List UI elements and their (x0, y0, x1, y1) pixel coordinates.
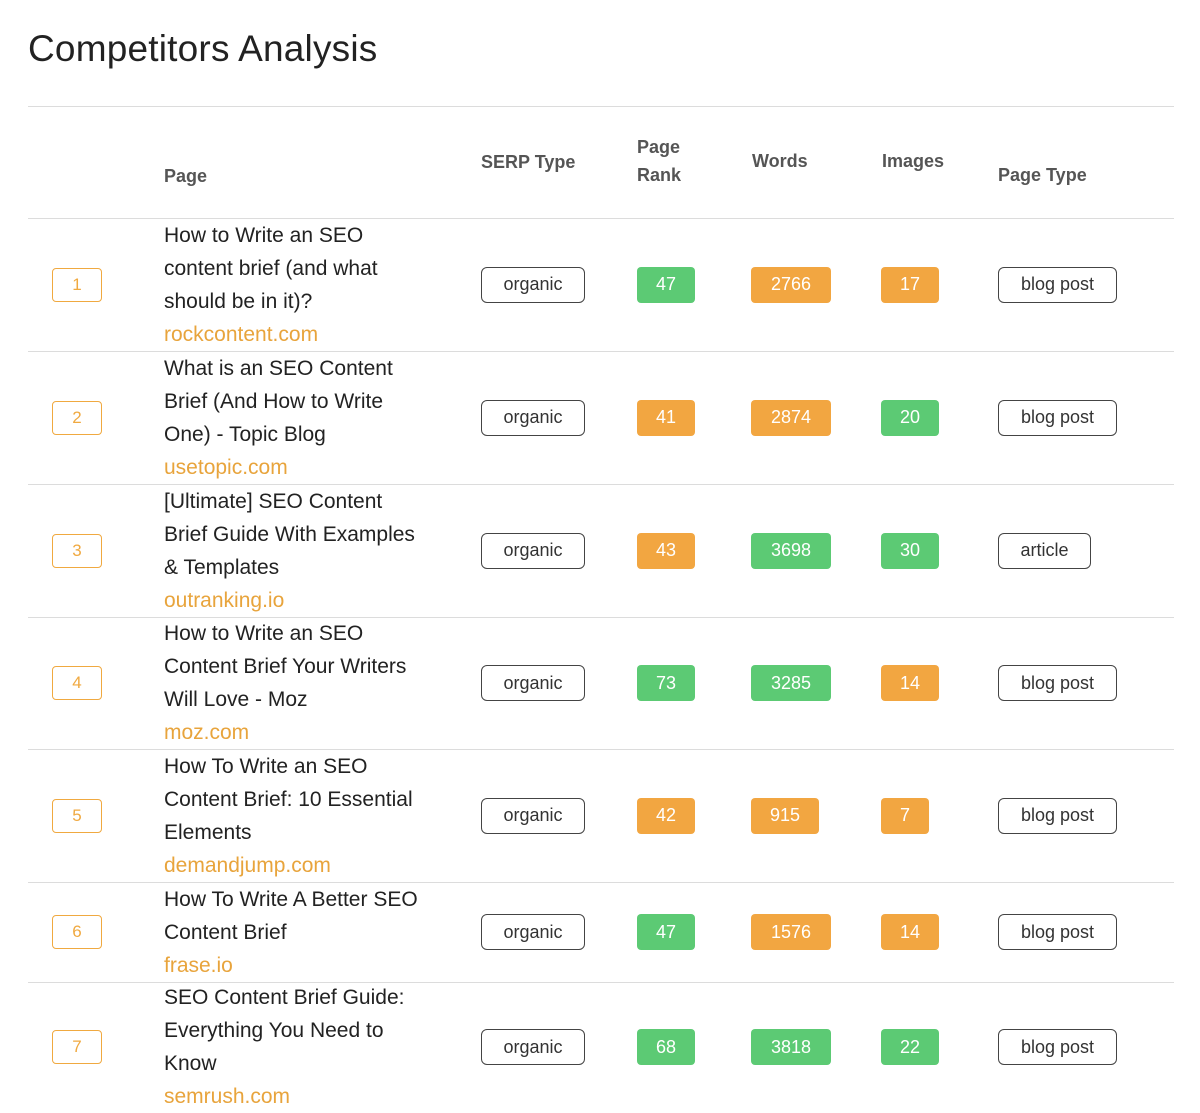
serp-type-badge: organic (481, 532, 585, 569)
table-row: 4 How to Write an SEO Content Brief Your W… (28, 617, 1174, 749)
page-title-line[interactable]: Brief (And How to Write (164, 389, 384, 413)
row-divider (28, 218, 1174, 219)
page-rank-badge: 42 (637, 797, 695, 834)
words-badge: 3818 (751, 1029, 831, 1065)
row-divider (28, 749, 1174, 750)
page-type-badge: blog post (998, 399, 1117, 436)
serp-type-badge: organic (481, 665, 585, 701)
page-title-line[interactable]: should be in it)? (164, 289, 313, 313)
page-rank-badge: 47 (637, 914, 695, 950)
words-badge: 3285 (751, 665, 831, 701)
page-title-line[interactable]: content brief (and what (164, 256, 378, 280)
page-type-badge: blog post (998, 266, 1117, 303)
images-badge: 14 (881, 665, 939, 701)
words-badge: 3698 (751, 532, 831, 569)
page-domain-link[interactable]: rockcontent.com (164, 322, 319, 346)
page-title-block: How to Write an SEO Content Brief Your Wr… (164, 617, 454, 749)
page-domain-link[interactable]: outranking.io (164, 588, 285, 612)
rank-number-badge: 4 (52, 666, 102, 700)
page-domain-link[interactable]: usetopic.com (164, 455, 288, 479)
rank-number-badge: 6 (52, 915, 102, 949)
page-title-line[interactable]: SEO Content Brief Guide: (164, 986, 405, 1009)
rank-number-badge: 2 (52, 400, 102, 435)
page-rank-badge: 68 (637, 1029, 695, 1065)
table-row: 7 SEO Content Brief Guide: Everything You … (28, 982, 1174, 1112)
table-row: 2 What is an SEO Content Brief (And How to… (28, 351, 1174, 484)
rank-number-badge: 3 (52, 533, 102, 568)
page-domain-link[interactable]: demandjump.com (164, 853, 331, 877)
page-domain-link[interactable]: semrush.com (164, 1085, 291, 1108)
page-title-block: How To Write an SEO Content Brief: 10 Ess… (164, 750, 454, 882)
page-title-line[interactable]: Content Brief (164, 920, 287, 944)
rank-number-badge: 5 (52, 798, 102, 833)
page-title-line[interactable]: [Ultimate] SEO Content (164, 489, 383, 513)
page-title-line[interactable]: How to Write an SEO (164, 622, 364, 645)
page-title-line[interactable]: How To Write A Better SEO (164, 887, 418, 911)
page-domain-link[interactable]: frase.io (164, 953, 233, 977)
page-title-block: What is an SEO Content Brief (And How to … (164, 352, 454, 484)
page-title-block: How to Write an SEO content brief (and wh… (164, 219, 454, 351)
page-rank-badge: 43 (637, 532, 695, 569)
page-title-block: How To Write A Better SEO Content Brief fr… (164, 883, 454, 982)
images-badge: 17 (881, 266, 939, 303)
page-title-line[interactable]: Brief Guide With Examples (164, 522, 415, 546)
page-title-block: [Ultimate] SEO Content Brief Guide With E… (164, 485, 454, 617)
header-page-type: Page Type (998, 165, 1087, 185)
images-badge: 14 (881, 914, 939, 950)
images-badge: 30 (881, 532, 939, 569)
rank-number-badge: 1 (52, 267, 102, 302)
page-title-line[interactable]: One) - Topic Blog (164, 422, 326, 446)
header-top-divider (28, 106, 1174, 107)
page-type-badge: article (998, 532, 1091, 569)
header-page-rank-line2: Rank (637, 165, 682, 185)
header-page: Page (164, 166, 208, 186)
serp-type-badge: organic (481, 399, 585, 436)
page-title-line[interactable]: Elements (164, 820, 252, 844)
serp-type-badge: organic (481, 1029, 585, 1065)
words-badge: 2874 (751, 399, 831, 436)
page-rank-badge: 41 (637, 399, 695, 436)
page-rank-badge: 73 (637, 665, 695, 701)
serp-type-badge: organic (481, 914, 585, 950)
images-badge: 22 (881, 1029, 939, 1065)
table-row: 6 How To Write A Better SEO Content Brief f… (28, 882, 1174, 982)
page-title-line[interactable]: How To Write an SEO (164, 754, 368, 778)
table-row: 1 How to Write an SEO content brief (and w… (28, 218, 1174, 351)
serp-type-badge: organic (481, 266, 585, 303)
row-divider (28, 351, 1174, 352)
page-title-line[interactable]: Content Brief: 10 Essential (164, 787, 413, 811)
header-words: Words (752, 151, 808, 171)
row-divider (28, 982, 1174, 983)
page-title: Competitors Analysis (28, 28, 378, 69)
words-badge: 2766 (751, 266, 831, 303)
images-badge: 20 (881, 399, 939, 436)
page-type-badge: blog post (998, 665, 1117, 701)
page-title-line[interactable]: How to Write an SEO (164, 223, 364, 247)
header-images: Images (882, 151, 945, 171)
page-type-badge: blog post (998, 914, 1117, 950)
header-serp-type: SERP Type (481, 152, 576, 172)
page-title-line[interactable]: Know (164, 1052, 217, 1075)
page-title-line[interactable]: Everything You Need to (164, 1019, 384, 1042)
row-divider (28, 882, 1174, 883)
rank-number-badge: 7 (52, 1030, 102, 1064)
images-badge: 7 (881, 797, 929, 834)
header-page-rank-line1: Page (637, 137, 681, 157)
page-type-badge: blog post (998, 797, 1117, 834)
words-badge: 915 (751, 797, 819, 834)
page-domain-link[interactable]: moz.com (164, 721, 250, 744)
table-row: 5 How To Write an SEO Content Brief: 10 Es… (28, 749, 1174, 882)
page-title-line[interactable]: Content Brief Your Writers (164, 655, 407, 678)
row-divider (28, 617, 1174, 618)
page-title-line[interactable]: Will Love - Moz (164, 688, 308, 711)
table-row: 3 [Ultimate] SEO Content Brief Guide With … (28, 484, 1174, 617)
page-title-block: SEO Content Brief Guide: Everything You N… (164, 981, 454, 1113)
page-title-line[interactable]: & Templates (164, 555, 280, 579)
words-badge: 1576 (751, 914, 831, 950)
serp-type-badge: organic (481, 797, 585, 834)
page-type-badge: blog post (998, 1029, 1117, 1065)
row-divider (28, 484, 1174, 485)
page-title-line[interactable]: What is an SEO Content (164, 356, 393, 380)
page-rank-badge: 47 (637, 266, 695, 303)
